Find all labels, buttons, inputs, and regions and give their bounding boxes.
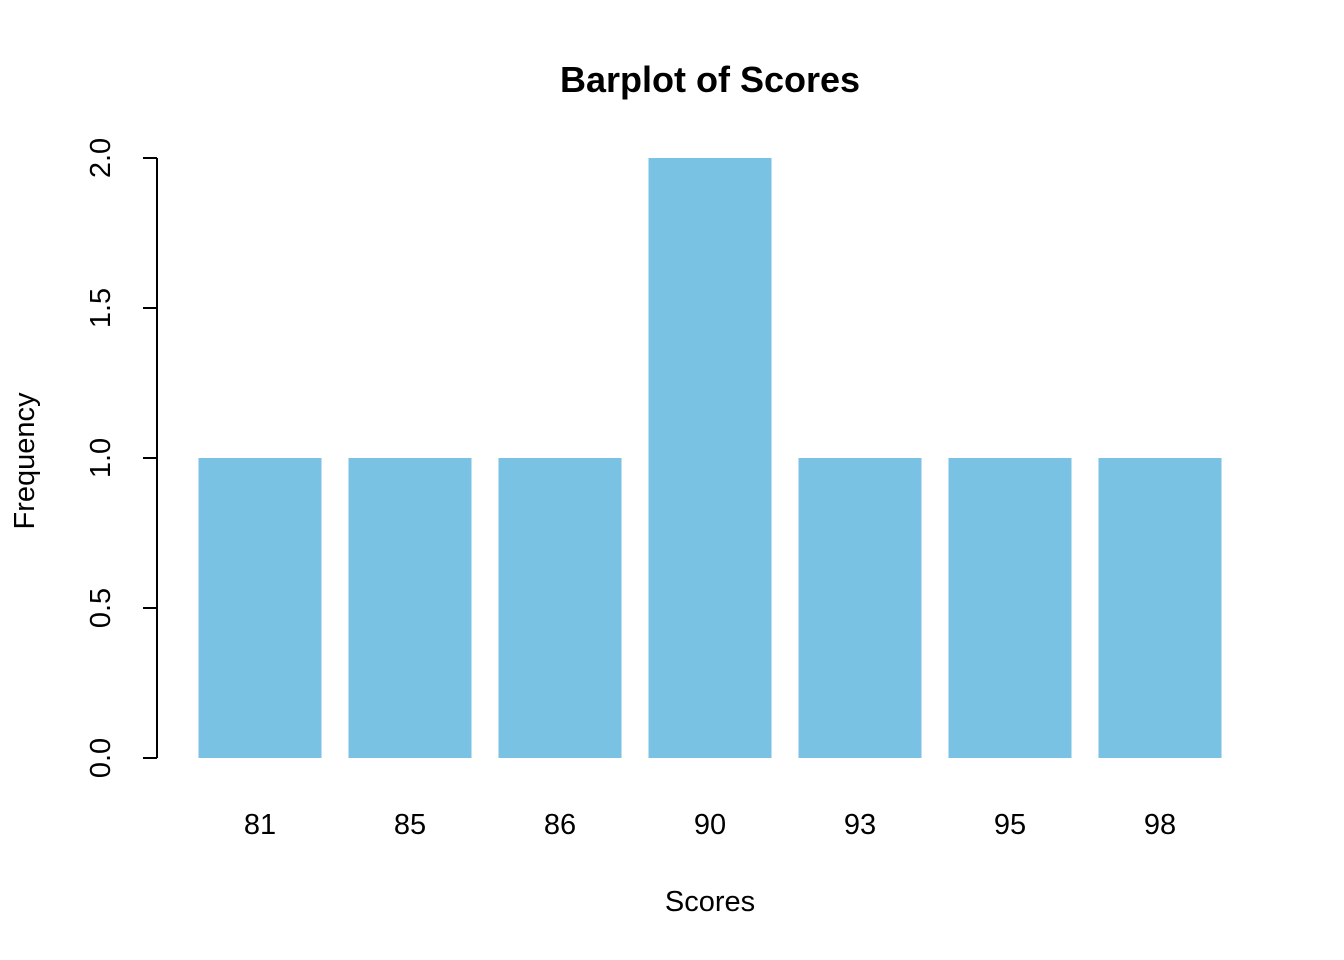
x-tick-label-93: 93 (844, 809, 876, 841)
bar-86 (498, 458, 622, 758)
y-tick-label: 1.5 (85, 288, 117, 328)
x-axis-tick-labels: 81 85 86 90 93 95 98 (244, 809, 1176, 841)
y-axis-label: Frequency (9, 392, 41, 530)
x-tick-label-85: 85 (394, 809, 426, 841)
bar-93 (798, 458, 922, 758)
x-tick-label-86: 86 (544, 809, 576, 841)
x-tick-label-95: 95 (994, 809, 1026, 841)
y-axis-ticks: 0.0 0.5 1.0 1.5 2.0 (85, 138, 157, 778)
y-tick-label: 0.0 (85, 738, 117, 778)
chart-title: Barplot of Scores (560, 59, 860, 100)
y-tick-label: 2.0 (85, 138, 117, 178)
x-axis-label: Scores (665, 886, 755, 918)
bar-95 (948, 458, 1072, 758)
bar-90 (648, 158, 772, 758)
y-tick-label: 0.5 (85, 588, 117, 628)
x-tick-label-90: 90 (694, 809, 726, 841)
bars-group (198, 158, 1222, 758)
bar-81 (198, 458, 322, 758)
x-tick-label-98: 98 (1144, 809, 1176, 841)
x-tick-label-81: 81 (244, 809, 276, 841)
bar-98 (1098, 458, 1222, 758)
bar-85 (348, 458, 472, 758)
y-tick-label: 1.0 (85, 438, 117, 478)
